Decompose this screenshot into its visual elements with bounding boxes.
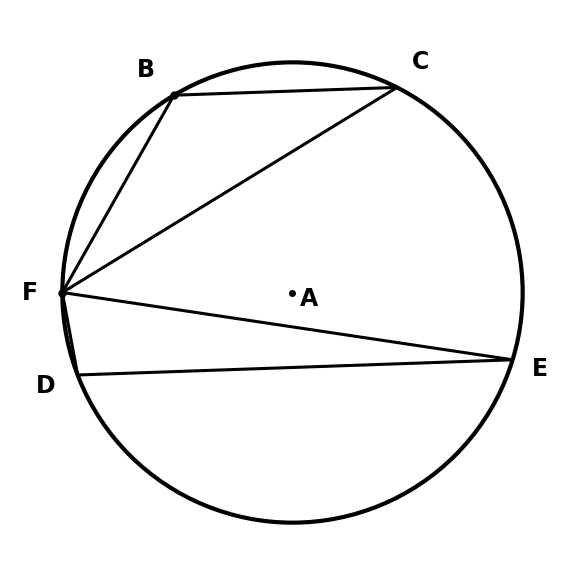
Text: C: C — [411, 50, 429, 74]
Text: F: F — [22, 280, 38, 305]
Text: D: D — [36, 374, 55, 398]
Text: A: A — [300, 287, 318, 311]
Text: E: E — [532, 357, 548, 381]
Text: B: B — [137, 58, 156, 82]
